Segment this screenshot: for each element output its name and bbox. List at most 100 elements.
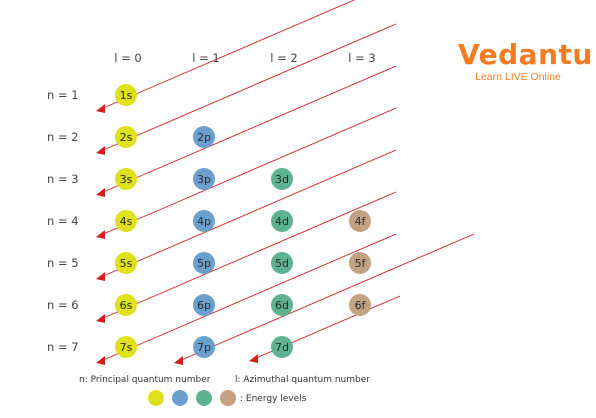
orbital-label: 3d — [275, 173, 289, 186]
orbital-label: 7s — [120, 341, 133, 354]
orbital-7s: 7s — [115, 336, 137, 358]
legend-n-text: n: Principal quantum number — [79, 375, 211, 385]
orbital-2s: 2s — [115, 126, 137, 148]
orbital-label: 5d — [275, 257, 289, 270]
diagonal-line — [100, 191, 397, 320]
orbital-label: 4s — [120, 215, 133, 228]
diagonal-line — [178, 233, 475, 362]
orbital-circle — [115, 84, 137, 106]
orbital-label: 3s — [120, 173, 133, 186]
brand-tagline: Learn LIVE Online — [475, 71, 561, 83]
row-labels: n = 1 n = 2 n = 3 n = 4 n = 5 n = 6 n = 7 — [47, 88, 79, 354]
orbital-label: 5s — [120, 257, 133, 270]
orbital-label: 2p — [197, 131, 211, 144]
orbital-circle — [115, 294, 137, 316]
legend-l-text: l: Azimuthal quantum number — [235, 375, 370, 385]
column-header: l = 1 — [192, 51, 219, 65]
arrow-head — [96, 188, 105, 197]
orbital-circle — [349, 252, 371, 274]
orbital-label: 6d — [275, 299, 289, 312]
orbital-5s: 5s — [115, 252, 137, 274]
column-headers: l = 0 l = 1 l = 2 l = 3 — [114, 51, 375, 65]
orbital-6s: 6s — [115, 294, 137, 316]
column-header: l = 0 — [114, 51, 141, 65]
arrow-head — [96, 272, 105, 281]
orbital-label: 6f — [355, 299, 367, 312]
legend-swatch-f — [220, 390, 236, 406]
orbital-circle — [271, 210, 293, 232]
arrow-head — [96, 104, 105, 113]
orbital-circle — [115, 252, 137, 274]
diagonal-line — [100, 233, 397, 362]
arrow-head — [249, 354, 258, 363]
orbital-4s: 4s — [115, 210, 137, 232]
orbital-circle — [115, 336, 137, 358]
orbital-5p: 5p — [193, 252, 215, 274]
diagonal-line — [100, 65, 397, 194]
orbital-circle — [193, 294, 215, 316]
orbital-3p: 3p — [193, 168, 215, 190]
diagonal-line — [100, 107, 397, 236]
row-label: n = 6 — [47, 298, 79, 312]
orbital-circle — [115, 210, 137, 232]
orbital-7p: 7p — [193, 336, 215, 358]
orbital-circle — [193, 168, 215, 190]
vedantu-logo: Vedantu Learn LIVE Online — [458, 38, 593, 84]
orbital-5d: 5d — [271, 252, 293, 274]
diagonal-line — [100, 149, 397, 278]
orbital-6f: 6f — [349, 294, 371, 316]
orbital-3d: 3d — [271, 168, 293, 190]
orbital-6d: 6d — [271, 294, 293, 316]
orbital-5f: 5f — [349, 252, 371, 274]
orbital-label: 4p — [197, 215, 211, 228]
orbital-label: 6s — [120, 299, 133, 312]
orbital-3s: 3s — [115, 168, 137, 190]
orbital-label: 4d — [275, 215, 289, 228]
row-label: n = 3 — [47, 172, 79, 186]
column-header: l = 2 — [270, 51, 297, 65]
column-header: l = 3 — [348, 51, 375, 65]
aufbau-diagonals — [96, 0, 475, 365]
row-label: n = 4 — [47, 214, 79, 228]
orbital-7d: 7d — [271, 336, 293, 358]
orbital-circle — [271, 252, 293, 274]
row-label: n = 7 — [47, 340, 79, 354]
diagonal-line — [100, 0, 356, 110]
orbital-label: 3p — [197, 173, 211, 186]
legend: n: Principal quantum number l: Azimuthal … — [79, 375, 370, 406]
orbital-circle — [193, 252, 215, 274]
legend-energy-text: : Energy levels — [240, 394, 307, 404]
orbital-grid: 1s 2s 2p 3s 3p 3d 4s 4p 4d 4f 5s 5p 5d 5f 6s 6p 6d 6f 7s 7p… — [115, 84, 371, 358]
legend-swatch-s — [148, 390, 164, 406]
legend-swatch-p — [172, 390, 188, 406]
orbital-circle — [271, 336, 293, 358]
orbital-label: 4f — [355, 215, 367, 228]
orbital-4d: 4d — [271, 210, 293, 232]
orbital-6p: 6p — [193, 294, 215, 316]
row-label: n = 1 — [47, 88, 79, 102]
orbital-circle — [271, 168, 293, 190]
row-label: n = 2 — [47, 130, 79, 144]
orbital-circle — [349, 210, 371, 232]
orbital-4p: 4p — [193, 210, 215, 232]
brand-name: Vedantu — [458, 38, 593, 71]
orbital-label: 7d — [275, 341, 289, 354]
orbital-circle — [193, 126, 215, 148]
orbital-2p: 2p — [193, 126, 215, 148]
arrow-head — [96, 230, 105, 239]
orbital-4f: 4f — [349, 210, 371, 232]
orbital-circle — [115, 168, 137, 190]
orbital-1s: 1s — [115, 84, 137, 106]
orbital-label: 2s — [120, 131, 133, 144]
diagonal-line — [100, 23, 397, 152]
orbital-label: 5p — [197, 257, 211, 270]
arrow-head — [96, 356, 105, 365]
orbital-label: 6p — [197, 299, 211, 312]
orbital-circle — [271, 294, 293, 316]
arrow-head — [96, 314, 105, 323]
legend-swatch-d — [196, 390, 212, 406]
arrow-head — [96, 146, 105, 155]
orbital-circle — [349, 294, 371, 316]
